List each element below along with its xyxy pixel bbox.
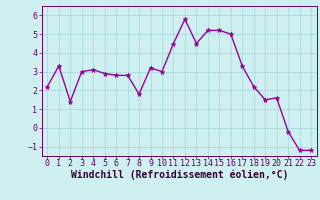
X-axis label: Windchill (Refroidissement éolien,°C): Windchill (Refroidissement éolien,°C) bbox=[70, 169, 288, 180]
